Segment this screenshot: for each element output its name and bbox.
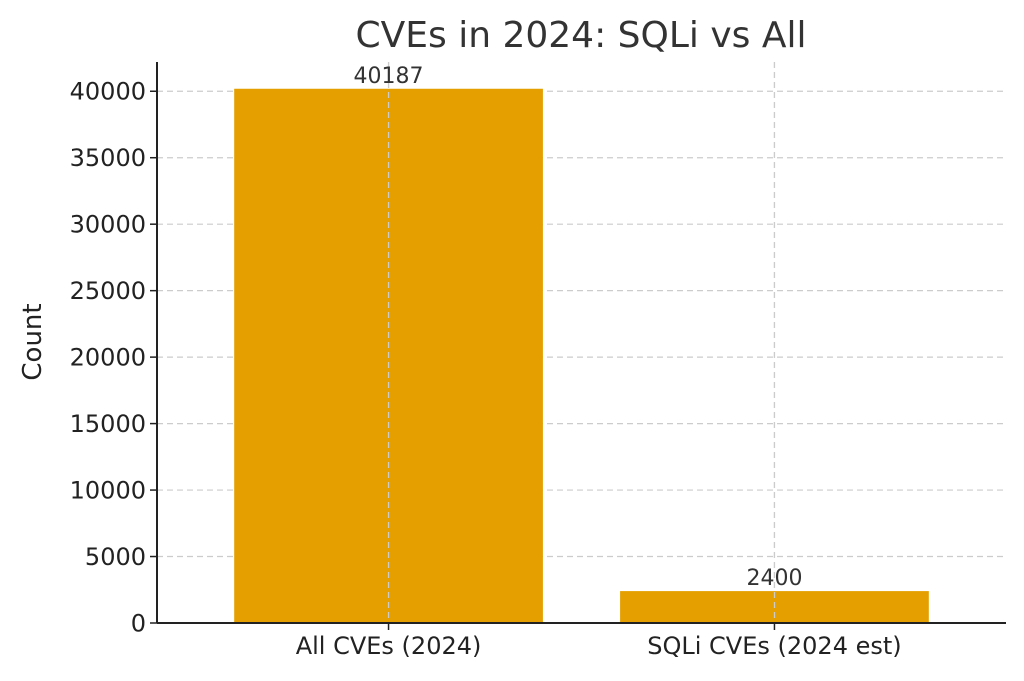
x-tick-label: All CVEs (2024) bbox=[296, 632, 482, 660]
y-tick-label: 25000 bbox=[70, 277, 146, 305]
tick-layer: 0 5000 10000 15000 20000 25000 30000 35000 40000… bbox=[70, 78, 902, 660]
chart-title: CVEs in 2024: SQLi vs All bbox=[356, 15, 807, 56]
axis-layer bbox=[156, 62, 1006, 624]
y-tick-label: 30000 bbox=[70, 211, 146, 239]
y-tick-label: 10000 bbox=[70, 477, 146, 505]
x-tick-label: SQLi CVEs (2024 est) bbox=[647, 632, 901, 660]
y-axis-label: Count bbox=[18, 303, 48, 380]
data-label-layer: 40187 2400 bbox=[354, 64, 803, 591]
y-tick-label: 35000 bbox=[70, 144, 146, 172]
y-tick-label: 20000 bbox=[70, 344, 146, 372]
y-tick-label: 15000 bbox=[70, 410, 146, 438]
bar-value-label: 2400 bbox=[746, 566, 802, 591]
y-tick-label: 40000 bbox=[70, 78, 146, 106]
bar-value-label: 40187 bbox=[354, 64, 424, 89]
y-tick-label: 5000 bbox=[85, 543, 146, 571]
y-tick-label: 0 bbox=[131, 610, 146, 638]
bar-layer bbox=[234, 62, 929, 623]
